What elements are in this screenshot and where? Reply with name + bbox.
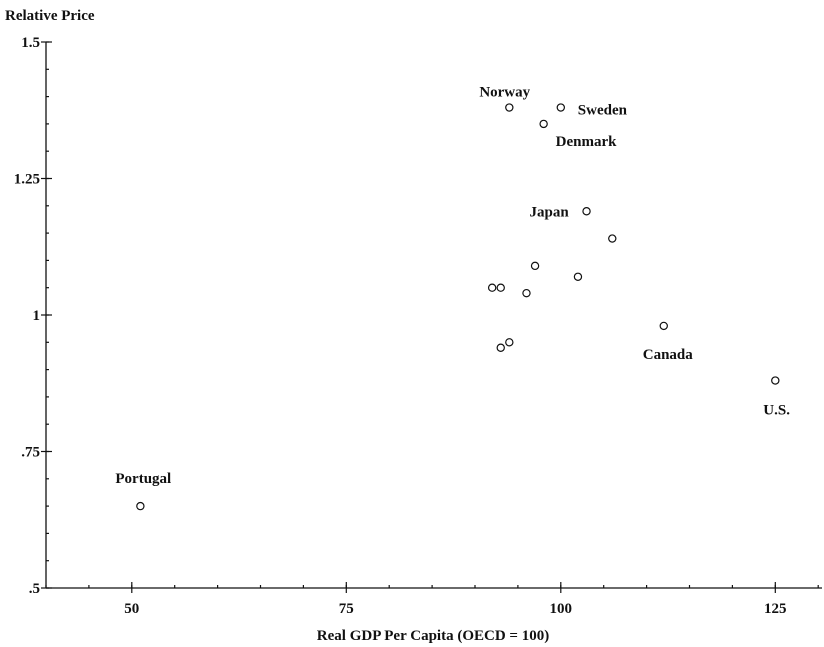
axis-tick-labels: .5 .75 1 1.25 1.5 50 75 100 125 [14,35,787,617]
x-tick-label: 50 [124,601,139,617]
data-point-label: Canada [643,347,694,363]
data-point [496,343,505,352]
data-point [505,103,514,112]
data-point-label: Norway [479,85,530,101]
data-point-labels: Norway Sweden Denmark Japan Canada U.S. Portug… [115,85,790,488]
data-point [771,376,780,385]
data-point [487,283,497,292]
data-point-label: Portugal [115,471,171,487]
data-point-label: Sweden [578,103,628,119]
data-point [573,272,583,281]
axes [45,42,822,589]
x-tick-label: 100 [550,601,573,617]
y-tick-label: 1.5 [21,35,40,51]
data-point [539,119,548,129]
data-point [659,321,668,331]
data-point [136,501,145,511]
data-point [582,207,591,216]
y-tick-label: .75 [21,445,40,461]
data-point-label: Japan [530,204,570,220]
data-point [505,338,514,347]
data-point [522,288,531,298]
y-tick-label: 1 [33,308,41,324]
x-tick-label: 125 [764,601,787,617]
x-tick-label: 75 [339,601,354,617]
data-point [608,234,617,243]
data-point-label: U.S. [763,403,790,419]
data-point [556,103,566,112]
data-point-label: Denmark [556,134,617,150]
y-axis-title: Relative Price [5,8,95,24]
data-points [136,103,780,511]
x-axis-title: Real GDP Per Capita (OECD = 100) [317,628,549,644]
y-tick-label: .5 [29,581,40,597]
data-point [496,283,505,292]
data-point [530,261,540,271]
axis-ticks [41,41,819,593]
y-tick-label: 1.25 [14,172,40,188]
